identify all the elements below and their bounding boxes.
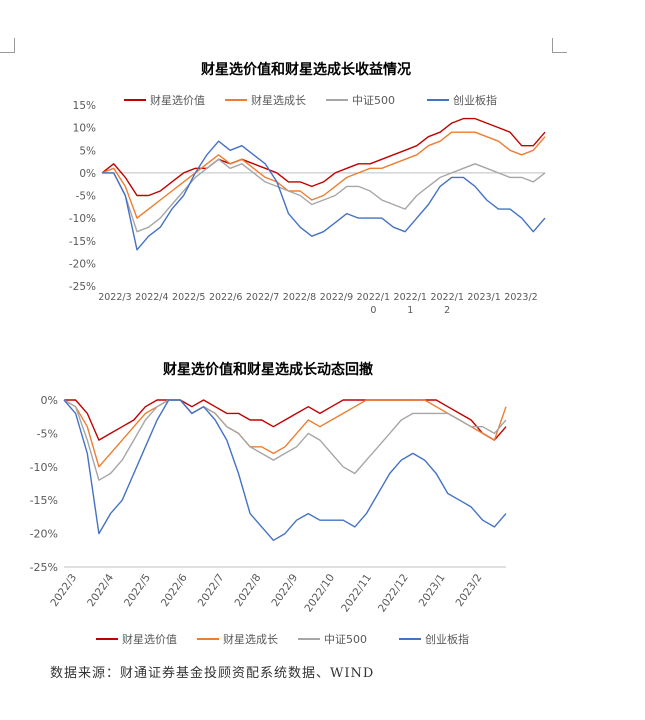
y-tick-label: -15%	[69, 236, 96, 248]
series-line-1	[101, 117, 546, 197]
x-tick-label: 2022/3	[98, 292, 131, 303]
x-tick-label: 2023/1	[417, 572, 448, 609]
y-tick-label: 10%	[73, 123, 96, 135]
legend-label: 创业板指	[453, 93, 497, 107]
y-tick-label: 0%	[79, 168, 96, 180]
series-line-3	[102, 158, 546, 233]
returns-chart: 财星选价值和财星选成长收益情况 15% 10% 5% 0% -5% -10% -15% -20%…	[69, 61, 546, 316]
legend-label: 财星选成长	[223, 632, 278, 646]
x-tick-label: 2022/9	[269, 572, 300, 609]
y-tick-label: -15%	[30, 494, 58, 507]
x-tick-label: 2022/1	[394, 292, 427, 303]
y-tick-label: -25%	[30, 561, 58, 574]
y-tick-label: -5%	[37, 427, 58, 440]
drawdown-chart: 财星选价值和财星选成长动态回撤0%-5%-10%-15%-20%-25%2022…	[30, 361, 507, 646]
y-tick-label: -25%	[69, 281, 96, 293]
x-tick-label: 2022/11	[339, 572, 374, 615]
x-tick-label: 2023/1	[467, 292, 500, 303]
legend-label: 财星选价值	[122, 632, 177, 646]
x-tick-label: 2022/8	[232, 572, 263, 609]
x-tick-label: 2023/2	[504, 292, 537, 303]
x-tick-label: 2022/6	[159, 572, 190, 609]
series-line-2	[63, 399, 507, 468]
x-tick-label: 0	[370, 305, 376, 316]
x-tick-label: 2022/1	[430, 292, 463, 303]
legend-label: 创业板指	[425, 632, 469, 646]
series-line-3	[63, 399, 507, 481]
y-tick-label: -5%	[76, 191, 96, 203]
x-tick-label: 2022/6	[209, 292, 242, 303]
legend-label: 中证500	[324, 633, 367, 646]
legend-label: 中证500	[352, 94, 395, 107]
y-tick-label: 15%	[73, 100, 96, 112]
y-tick-label: -10%	[30, 461, 58, 474]
legend-label: 财星选价值	[150, 93, 205, 107]
source-note: 数据来源：财通证券基金投顾资配系统数据、WIND	[50, 666, 375, 681]
corner-mark-left	[0, 38, 15, 53]
x-tick-label: 2022/12	[376, 572, 411, 615]
x-tick-label: 2022/3	[48, 572, 79, 609]
x-tick-label: 2022/7	[246, 292, 279, 303]
x-tick-label: 2022/4	[135, 292, 168, 303]
chart-title: 财星选价值和财星选成长动态回撤	[162, 361, 373, 378]
x-tick-label: 2022/1	[357, 292, 390, 303]
x-tick-label: 2022/7	[196, 572, 227, 609]
series-line-4	[102, 140, 546, 251]
corner-mark-right	[552, 38, 567, 53]
chart-title: 财星选价值和财星选成长收益情况	[200, 61, 411, 78]
series-line-2	[101, 131, 546, 219]
x-tick-label: 2022/5	[122, 572, 153, 609]
x-tick-label: 2022/4	[85, 572, 116, 609]
y-tick-label: -20%	[30, 528, 58, 541]
x-tick-label: 2022/9	[320, 292, 353, 303]
y-tick-label: 0%	[41, 394, 58, 407]
legend-label: 财星选成长	[251, 93, 306, 107]
x-tick-label: 2022/5	[172, 292, 205, 303]
x-tick-label: 2	[444, 305, 450, 316]
x-tick-label: 2022/10	[302, 572, 337, 615]
x-tick-label: 2023/2	[453, 572, 484, 609]
y-tick-label: -10%	[69, 213, 96, 225]
series-line-1	[64, 399, 507, 441]
x-tick-label: 2022/8	[283, 292, 316, 303]
x-tick-label: 1	[407, 305, 413, 316]
y-tick-label: 5%	[79, 145, 96, 157]
y-tick-label: -20%	[69, 258, 96, 270]
series-line-4	[63, 399, 507, 542]
